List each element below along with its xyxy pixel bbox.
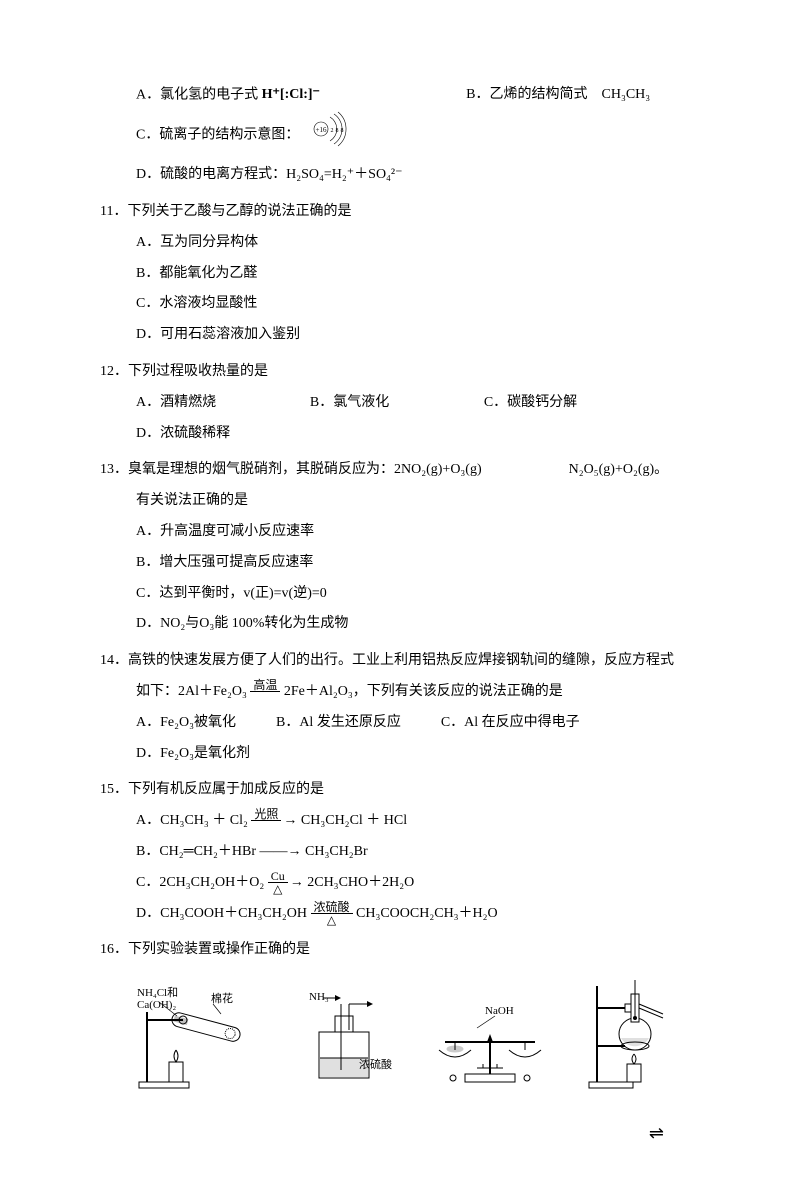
svg-text:8: 8 — [335, 128, 338, 134]
q16: 16．下列实验装置或操作正确的是 NH₄Cl和 Ca(OH)₂ 棉花 — [100, 935, 694, 1094]
light-condition-icon: 光照 — [251, 808, 281, 833]
q10-B: B．乙烯的结构简式 CH₃CH₃ — [466, 80, 650, 111]
q16-diagrams: NH₄Cl和 Ca(OH)₂ 棉花 — [120, 974, 694, 1094]
q13-stem2: 有关说法正确的是 — [136, 486, 694, 517]
q12-stem: 12．下列过程吸收热量的是 — [100, 357, 694, 388]
q11-stem: 11．下列关于乙酸与乙醇的说法正确的是 — [100, 197, 694, 228]
q11-B: B．都能氧化为乙醛 — [136, 259, 654, 290]
q10-C: C．硫离子的结构示意图： +16 2 8 8 — [136, 111, 426, 160]
arrow-icon — [281, 813, 297, 828]
q14-stem2-post: 2Fe＋Al₂O₃，下列有关该反应的说法正确的是 — [284, 684, 563, 699]
q14-A: A．Fe₂O₃被氧化 — [136, 708, 236, 739]
svg-text:浓硫酸: 浓硫酸 — [359, 1057, 392, 1071]
acid-delta-condition: 浓硫酸 △ — [311, 901, 353, 926]
q12: 12．下列过程吸收热量的是 A．酒精燃烧 B．氯气液化 C．碳酸钙分解 D．浓硫… — [100, 357, 694, 449]
q13-stem-pre: 13．臭氧是理想的烟气脱硝剂，其脱硝反应为：2NO₂(g)+O₃(g) — [100, 462, 482, 477]
q15-stem: 15．下列有机反应属于加成反应的是 — [100, 775, 694, 806]
svg-text:2: 2 — [330, 128, 333, 134]
q13-stem: 13．臭氧是理想的烟气脱硝剂，其脱硝反应为：2NO₂(g)+O₃(g) N₂O₅… — [100, 455, 694, 486]
svg-text:NH₄Cl和: NH₄Cl和 — [137, 986, 178, 999]
q10-A-text: A．氯化氢的电子式 — [136, 88, 258, 103]
q15-A: A．CH₃CH₃ ＋ Cl₂ 光照 CH₃CH₂Cl ＋ HCl — [136, 806, 694, 837]
sulfur-ion-diagram-icon: +16 2 8 8 — [303, 111, 349, 160]
high-temp-condition: 高温 — [250, 679, 280, 704]
q10-D: D．硫酸的电离方程式：H₂SO₄=H₂⁺＋SO₄²⁻ — [136, 160, 403, 191]
q15-C: C．2CH₃CH₂OH＋O₂ Cu △ 2CH₃CHO＋2H₂O — [136, 868, 694, 899]
apparatus-balance-icon: NaOH — [425, 994, 555, 1094]
q11-A: A．互为同分异构体 — [136, 228, 654, 259]
equilibrium-arrow-icon: ⇌ — [649, 1123, 664, 1143]
q14-stem2-pre: 如下：2Al＋Fe₂O₃ — [136, 684, 247, 699]
q11-C: C．水溶液均显酸性 — [136, 289, 654, 320]
q14-C: C．Al 在反应中得电子 — [441, 708, 580, 739]
svg-text:+16: +16 — [315, 126, 326, 134]
q11-D: D．可用石蕊溶液加入鉴别 — [136, 320, 654, 351]
q15-D: D．CH₃COOH＋CH₃CH₂OH 浓硫酸 △ CH₃COOCH₂CH₃＋H₂… — [136, 899, 694, 930]
q14: 14．高铁的快速发展方便了人们的出行。工业上利用铝热反应焊接钢轨间的缝隙，反应方… — [100, 646, 694, 769]
q10-options: A．氯化氢的电子式 H⁺[:Cl:]⁻ B．乙烯的结构简式 CH₃CH₃ C．硫… — [100, 80, 694, 191]
q14-stem1: 14．高铁的快速发展方便了人们的出行。工业上利用铝热反应焊接钢轨间的缝隙，反应方… — [100, 646, 694, 677]
q11: 11．下列关于乙酸与乙醇的说法正确的是 A．互为同分异构体 B．都能氧化为乙醛 … — [100, 197, 694, 351]
q14-B: B．Al 发生还原反应 — [276, 708, 401, 739]
q13-D: D．NO₂与O₃能 100%转化为生成物 — [136, 609, 654, 640]
q14-D: D．Fe₂O₃是氧化剂 — [136, 739, 250, 770]
q12-D: D．浓硫酸稀释 — [136, 419, 270, 450]
q14-stem2: 如下：2Al＋Fe₂O₃ 高温 2Fe＋Al₂O₃，下列有关该反应的说法正确的是 — [136, 677, 694, 708]
q12-A: A．酒精燃烧 — [136, 388, 270, 419]
apparatus-heating-tube-icon: NH₄Cl和 Ca(OH)₂ 棉花 — [133, 984, 263, 1094]
q13-A: A．升高温度可减小反应速率 — [136, 517, 654, 548]
q13-B: B．增大压强可提高反应速率 — [136, 548, 654, 579]
q15-B: B．CH₂═CH₂＋HBr ——→ CH₃CH₂Br — [136, 837, 694, 868]
q13: 13．臭氧是理想的烟气脱硝剂，其脱硝反应为：2NO₂(g)+O₃(g) N₂O₅… — [100, 455, 694, 640]
svg-text:NH₃: NH₃ — [309, 991, 329, 1003]
q13-C: C．达到平衡时，v(正)=v(逆)=0 — [136, 579, 654, 610]
q12-C: C．碳酸钙分解 — [484, 388, 618, 419]
apparatus-distillation-icon — [581, 974, 681, 1094]
q13-stem-post: N₂O₅(g)+O₂(g)。 — [569, 462, 669, 477]
q10-C-text: C．硫离子的结构示意图： — [136, 128, 299, 143]
q15: 15．下列有机反应属于加成反应的是 A．CH₃CH₃ ＋ Cl₂ 光照 CH₃C… — [100, 775, 694, 929]
q12-B: B．氯气液化 — [310, 388, 444, 419]
hcl-electron-formula: H⁺[:Cl:]⁻ — [262, 80, 320, 111]
cu-delta-condition: Cu △ — [268, 870, 288, 895]
apparatus-gas-washing-icon: NH₃ 浓硫酸 — [289, 984, 399, 1094]
svg-text:NaOH: NaOH — [485, 1005, 514, 1017]
svg-text:棉花: 棉花 — [211, 991, 233, 1005]
arrow-icon — [288, 875, 304, 890]
q16-stem: 16．下列实验装置或操作正确的是 — [100, 935, 694, 966]
svg-text:8: 8 — [340, 128, 343, 134]
svg-text:Ca(OH)₂: Ca(OH)₂ — [137, 999, 176, 1011]
q10-A: A．氯化氢的电子式 H⁺[:Cl:]⁻ — [136, 80, 426, 111]
